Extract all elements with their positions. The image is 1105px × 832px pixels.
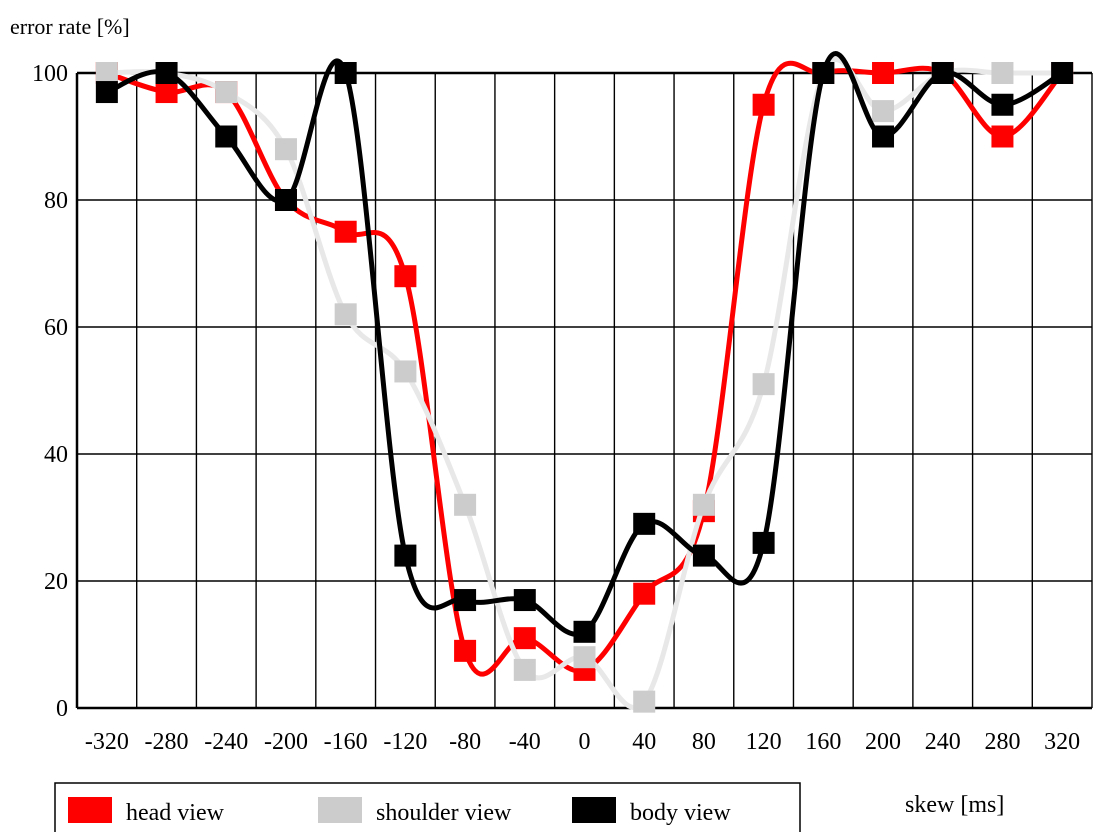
y-tick-label: 0 — [56, 696, 68, 722]
x-tick-label: -240 — [204, 729, 248, 755]
data-point-shoulder-view — [633, 690, 656, 713]
data-point-shoulder-view — [872, 100, 895, 123]
tick-labels: -320 -280 -240 -200 -160 -120 -80 -40 0 40 80 120 16… — [32, 61, 1080, 755]
data-point-head-view — [334, 220, 357, 243]
data-point-shoulder-view — [692, 493, 715, 516]
data-point-shoulder-view — [95, 62, 118, 84]
legend-label: body view — [630, 800, 731, 826]
x-tick-label: 120 — [746, 729, 782, 755]
data-point-body-view — [274, 189, 297, 211]
data-point-body-view — [991, 93, 1014, 116]
data-point-body-view — [155, 62, 178, 84]
y-axis-title: error rate [%] — [10, 14, 130, 39]
legend-swatch — [68, 797, 112, 823]
x-tick-label: 280 — [984, 729, 1020, 755]
legend-swatch — [318, 797, 362, 823]
x-tick-label: -200 — [264, 729, 308, 755]
data-point-shoulder-view — [274, 138, 297, 161]
data-point-body-view — [394, 544, 417, 567]
data-point-head-view — [991, 125, 1014, 148]
data-point-head-view — [513, 627, 536, 650]
series-line-body-view — [105, 51, 1064, 637]
x-axis-title: skew [ms] — [905, 792, 1004, 818]
data-point-body-view — [334, 62, 357, 84]
x-tick-label: -280 — [145, 729, 189, 755]
data-point-head-view — [155, 81, 178, 104]
x-tick-label: -40 — [509, 729, 541, 755]
x-tick-label: 80 — [692, 729, 716, 755]
x-tick-label: 240 — [925, 729, 961, 755]
x-tick-label: 320 — [1044, 729, 1080, 755]
legend-label: shoulder view — [376, 800, 512, 826]
series-layer — [95, 51, 1074, 713]
series-line-shoulder-view — [106, 57, 1063, 710]
x-tick-label: 160 — [805, 729, 841, 755]
data-point-body-view — [872, 125, 895, 148]
y-tick-label: 40 — [44, 442, 68, 468]
data-point-shoulder-view — [573, 646, 596, 669]
data-point-shoulder-view — [394, 360, 417, 383]
data-point-body-view — [1051, 62, 1074, 84]
legend-box — [54, 782, 801, 832]
data-point-body-view — [454, 589, 477, 612]
data-point-head-view — [454, 639, 477, 662]
y-tick-label: 60 — [44, 315, 68, 341]
data-point-body-view — [931, 62, 954, 84]
x-tick-label: -80 — [449, 729, 481, 755]
series-body-view — [95, 51, 1074, 643]
x-tick-label: 40 — [632, 729, 656, 755]
y-tick-label: 80 — [44, 188, 68, 214]
data-point-shoulder-view — [752, 373, 775, 396]
grid — [75, 71, 1093, 710]
data-point-head-view — [872, 62, 895, 84]
data-point-body-view — [692, 544, 715, 567]
data-point-body-view — [95, 81, 118, 104]
legend-label: head view — [126, 800, 225, 826]
data-point-body-view — [573, 620, 596, 643]
series-line-head-view — [106, 60, 1065, 677]
data-point-head-view — [633, 582, 656, 605]
x-tick-label: 0 — [579, 729, 591, 755]
legend-swatch — [572, 797, 616, 823]
x-tick-label: -160 — [324, 729, 368, 755]
y-tick-label: 100 — [32, 61, 68, 87]
y-tick-label: 20 — [44, 569, 68, 595]
data-point-head-view — [752, 93, 775, 116]
data-point-body-view — [215, 125, 238, 148]
legend: head view shoulder view body view — [54, 782, 801, 832]
data-point-body-view — [812, 62, 835, 84]
data-point-head-view — [394, 265, 417, 288]
x-tick-label: -120 — [383, 729, 427, 755]
x-tick-label: -320 — [85, 729, 129, 755]
data-point-body-view — [752, 531, 775, 554]
data-point-shoulder-view — [991, 62, 1014, 84]
data-point-shoulder-view — [454, 493, 477, 516]
data-point-body-view — [633, 512, 656, 535]
x-tick-label: 200 — [865, 729, 901, 755]
data-point-shoulder-view — [513, 658, 536, 681]
data-point-shoulder-view — [334, 303, 357, 326]
data-point-body-view — [513, 589, 536, 612]
data-point-shoulder-view — [215, 81, 238, 104]
